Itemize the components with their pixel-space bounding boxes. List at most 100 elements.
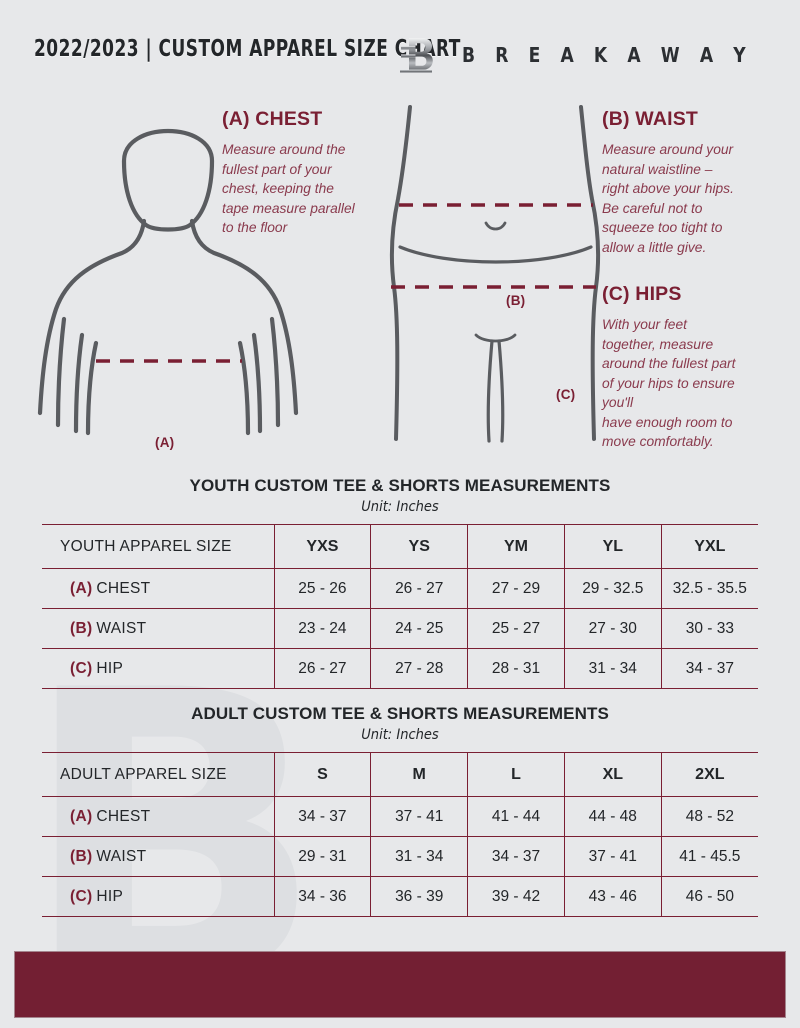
youth-row-waist-label: (B) WAIST (42, 608, 275, 649)
adult-chest-m: 37 - 41 (370, 796, 469, 837)
adult-col-xl: XL (564, 752, 662, 797)
youth-hip-yl: 31 - 34 (564, 648, 662, 689)
youth-chest-ym: 27 - 29 (467, 568, 565, 609)
youth-col-yxl: YXL (661, 524, 758, 569)
adult-hip-2xl: 46 - 50 (661, 876, 758, 917)
adult-waist-2xl: 41 - 45.5 (661, 836, 758, 877)
youth-col-yl: YL (564, 524, 662, 569)
youth-measurements-block: YOUTH CUSTOM TEE & SHORTS MEASUREMENTS U… (0, 476, 800, 689)
youth-row-hip-label: (C) HIP (42, 648, 275, 689)
adult-hip-m: 36 - 39 (370, 876, 469, 917)
adult-waist-xl: 37 - 41 (564, 836, 662, 877)
youth-chest-yl: 29 - 32.5 (564, 568, 662, 609)
adult-table-title: ADULT CUSTOM TEE & SHORTS MEASUREMENTS (191, 704, 609, 723)
table-row: (C) HIP 34 - 36 36 - 39 39 - 42 43 - 46 4… (42, 876, 758, 917)
adult-chest-xl: 44 - 48 (564, 796, 662, 837)
adult-col-l: L (467, 752, 565, 797)
adult-col-2xl: 2XL (661, 752, 758, 797)
youth-table-title: YOUTH CUSTOM TEE & SHORTS MEASUREMENTS (189, 476, 611, 495)
lower-body-hips-illustration (389, 105, 601, 443)
table-row: (B) WAIST 29 - 31 31 - 34 34 - 37 37 - 41… (42, 836, 758, 877)
breakaway-b-logo-icon (399, 38, 433, 73)
youth-col-ys: YS (370, 524, 469, 569)
youth-chest-yxs: 25 - 26 (274, 568, 372, 609)
table-row: (A) CHEST 34 - 37 37 - 41 41 - 44 44 - 48… (42, 796, 758, 837)
youth-waist-yxl: 30 - 33 (661, 608, 758, 649)
youth-size-table: YOUTH APPAREL SIZE YXS YS YM YL YXL (A) C… (42, 524, 758, 689)
adult-waist-m: 31 - 34 (370, 836, 469, 877)
adult-row-header-label: ADULT APPAREL SIZE (42, 752, 275, 797)
youth-col-ym: YM (467, 524, 565, 569)
waist-hip-measurement-lines (391, 203, 596, 289)
waist-label: WAIST (96, 847, 147, 865)
callout-waist-text: Measure around your natural waistline – … (602, 142, 734, 255)
youth-hip-ym: 28 - 31 (467, 648, 565, 689)
youth-hip-yxl: 34 - 37 (661, 648, 758, 689)
callout-chest: (A) CHEST Measure around the fullest par… (222, 108, 394, 238)
callout-chest-text: Measure around the fullest part of your … (222, 142, 355, 236)
adult-waist-s: 29 - 31 (274, 836, 372, 877)
youth-chest-ys: 26 - 27 (370, 568, 469, 609)
youth-table-subtitle: Unit: Inches (361, 499, 439, 515)
callout-hips-text: With your feet together, measure around … (602, 317, 736, 450)
hip-label: HIP (96, 887, 124, 905)
table-header-row: ADULT APPAREL SIZE S M L XL 2XL (42, 752, 758, 797)
youth-row-header-label: YOUTH APPAREL SIZE (42, 524, 275, 569)
callout-chest-heading: (A) CHEST (222, 108, 323, 130)
adult-row-waist-label: (B) WAIST (42, 836, 275, 877)
footer-accent-bar (14, 951, 786, 1018)
chest-line-label: (A) (155, 435, 175, 450)
adult-table-subtitle: Unit: Inches (361, 727, 439, 743)
callout-hips-heading: (C) HIPS (602, 283, 682, 305)
hip-tag: (C) (70, 659, 93, 677)
hip-tag: (C) (70, 887, 93, 905)
table-row: (C) HIP 26 - 27 27 - 28 28 - 31 31 - 34 3… (42, 648, 758, 689)
adult-col-m: M (370, 752, 469, 797)
chest-measurement-line (96, 359, 242, 363)
callout-waist: (B) WAIST Measure around your natural wa… (602, 108, 772, 257)
adult-measurements-block: ADULT CUSTOM TEE & SHORTS MEASUREMENTS U… (0, 704, 800, 917)
upper-body-torso-illustration (37, 129, 299, 436)
waist-label: WAIST (96, 619, 147, 637)
table-row: (A) CHEST 25 - 26 26 - 27 27 - 29 29 - 32… (42, 568, 758, 609)
page-title: 2022/2023 | CUSTOM APPAREL SIZE CHART (34, 36, 461, 62)
callout-hips: (C) HIPS With your feet together, measur… (602, 283, 774, 452)
page-header: 2022/2023 | CUSTOM APPAREL SIZE CHART (0, 32, 800, 78)
adult-waist-l: 34 - 37 (467, 836, 565, 877)
adult-row-chest-label: (A) CHEST (42, 796, 275, 837)
youth-waist-yxs: 23 - 24 (274, 608, 372, 649)
adult-size-table: ADULT APPAREL SIZE S M L XL 2XL (A) CHEST… (42, 752, 758, 917)
youth-chest-yxl: 32.5 - 35.5 (661, 568, 758, 609)
adult-hip-s: 34 - 36 (274, 876, 372, 917)
waist-line-label: (B) (506, 293, 526, 308)
chest-label: CHEST (96, 579, 151, 597)
chest-label: CHEST (96, 807, 151, 825)
youth-row-chest-label: (A) CHEST (42, 568, 275, 609)
chest-tag: (A) (70, 807, 93, 825)
measurement-illustrations: (A) (B) (C) (0, 95, 800, 465)
waist-tag: (B) (70, 847, 93, 865)
adult-chest-2xl: 48 - 52 (661, 796, 758, 837)
callout-waist-heading: (B) WAIST (602, 108, 699, 130)
adult-hip-xl: 43 - 46 (564, 876, 662, 917)
hip-label: HIP (96, 659, 124, 677)
youth-col-yxs: YXS (274, 524, 372, 569)
adult-hip-l: 39 - 42 (467, 876, 565, 917)
hip-line-label: (C) (556, 387, 576, 402)
youth-hip-ys: 27 - 28 (370, 648, 469, 689)
youth-waist-ys: 24 - 25 (370, 608, 469, 649)
chest-tag: (A) (70, 579, 93, 597)
adult-chest-s: 34 - 37 (274, 796, 372, 837)
adult-col-s: S (274, 752, 372, 797)
brand-name: B R E A K A W A Y (461, 43, 753, 67)
youth-waist-ym: 25 - 27 (467, 608, 565, 649)
youth-waist-yl: 27 - 30 (564, 608, 662, 649)
table-header-row: YOUTH APPAREL SIZE YXS YS YM YL YXL (42, 524, 758, 569)
waist-tag: (B) (70, 619, 93, 637)
adult-row-hip-label: (C) HIP (42, 876, 275, 917)
youth-hip-yxs: 26 - 27 (274, 648, 372, 689)
table-row: (B) WAIST 23 - 24 24 - 25 25 - 27 27 - 30… (42, 608, 758, 649)
brand-lockup: B R E A K A W A Y (396, 32, 768, 78)
adult-chest-l: 41 - 44 (467, 796, 565, 837)
